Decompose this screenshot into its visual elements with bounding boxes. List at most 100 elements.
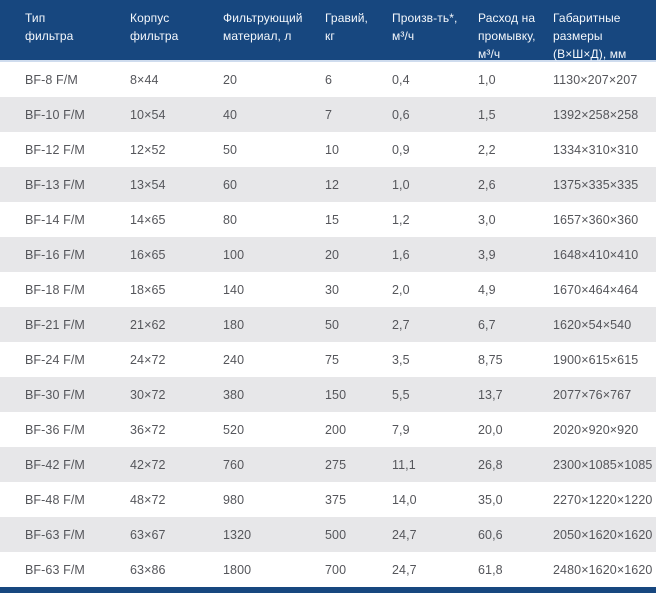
table-row: BF-30 F/M 30×72 380 150 5,5 13,7 2077×76×767	[0, 377, 656, 412]
table-cell-filter-type: BF-24 F/M	[25, 352, 85, 367]
table-cell-backwash-flow: 4,9	[478, 282, 496, 297]
table-cell-media-volume: 140	[223, 282, 245, 297]
table-cell-backwash-flow: 60,6	[478, 527, 503, 542]
table-cell-gravel: 375	[325, 492, 347, 507]
table-cell-dimensions: 2077×76×767	[553, 387, 632, 402]
table-cell-backwash-flow: 2,6	[478, 177, 496, 192]
table-cell-capacity: 24,7	[392, 562, 417, 577]
table-cell-backwash-flow: 20,0	[478, 422, 503, 437]
table-cell-capacity: 3,5	[392, 352, 410, 367]
table-cell-media-volume: 80	[223, 212, 238, 227]
table-cell-media-volume: 980	[223, 492, 245, 507]
table-row: BF-36 F/M 36×72 520 200 7,9 20,0 2020×920×920	[0, 412, 656, 447]
table-cell-body-size: 18×65	[130, 282, 166, 297]
table-cell-gravel: 30	[325, 282, 340, 297]
table-body: BF-8 F/M 8×44 20 6 0,4 1,0 1130×207×207 BF-10 F…	[0, 62, 656, 587]
table-row: BF-10 F/M 10×54 40 7 0,6 1,5 1392×258×258	[0, 97, 656, 132]
table-cell-dimensions: 2300×1085×1085	[553, 457, 653, 472]
table-cell-filter-type: BF-48 F/M	[25, 492, 85, 507]
table-cell-capacity: 1,2	[392, 212, 410, 227]
table-cell-body-size: 14×65	[130, 212, 166, 227]
table-cell-dimensions: 1648×410×410	[553, 247, 639, 262]
table-cell-filter-type: BF-36 F/M	[25, 422, 85, 437]
table-cell-media-volume: 20	[223, 72, 238, 87]
table-cell-filter-type: BF-63 F/M	[25, 562, 85, 577]
table-cell-capacity: 2,0	[392, 282, 410, 297]
column-header-dimensions: Габаритные размеры (В×Ш×Д), мм	[553, 11, 627, 61]
table-cell-dimensions: 1657×360×360	[553, 212, 639, 227]
column-header-capacity: Произв-ть*, м³/ч	[392, 11, 458, 43]
table-cell-capacity: 1,0	[392, 177, 410, 192]
table-cell-dimensions: 2270×1220×1220	[553, 492, 653, 507]
table-cell-backwash-flow: 3,9	[478, 247, 496, 262]
table-cell-filter-type: BF-12 F/M	[25, 142, 85, 157]
table-cell-gravel: 15	[325, 212, 340, 227]
table-cell-capacity: 14,0	[392, 492, 417, 507]
table-row: BF-63 F/M 63×86 1800 700 24,7 61,8 2480×1620×1…	[0, 552, 656, 587]
table-cell-capacity: 24,7	[392, 527, 417, 542]
table-cell-backwash-flow: 3,0	[478, 212, 496, 227]
table-cell-media-volume: 1800	[223, 562, 252, 577]
table-header-row: Тип фильтра Корпус фильтра Фильтрующий мат…	[0, 0, 656, 62]
table-row: BF-8 F/M 8×44 20 6 0,4 1,0 1130×207×207	[0, 62, 656, 97]
table-cell-capacity: 5,5	[392, 387, 410, 402]
table-cell-dimensions: 1375×335×335	[553, 177, 639, 192]
table-cell-filter-type: BF-21 F/M	[25, 317, 85, 332]
column-header-media-volume: Фильтрующий материал, л	[223, 11, 303, 43]
table-cell-body-size: 63×86	[130, 562, 166, 577]
table-row: BF-42 F/M 42×72 760 275 11,1 26,8 2300×1085×10…	[0, 447, 656, 482]
table-row: BF-63 F/M 63×67 1320 500 24,7 60,6 2050×1620×1…	[0, 517, 656, 552]
column-header-gravel: Гравий, кг	[325, 11, 368, 43]
table-cell-body-size: 30×72	[130, 387, 166, 402]
table-cell-capacity: 0,4	[392, 72, 410, 87]
table-row: BF-12 F/M 12×52 50 10 0,9 2,2 1334×310×310	[0, 132, 656, 167]
table-cell-media-volume: 380	[223, 387, 245, 402]
column-header-filter-type: Тип фильтра	[25, 11, 74, 43]
table-cell-backwash-flow: 6,7	[478, 317, 496, 332]
table-cell-gravel: 75	[325, 352, 340, 367]
table-cell-body-size: 21×62	[130, 317, 166, 332]
table-cell-gravel: 20	[325, 247, 340, 262]
table-cell-gravel: 7	[325, 107, 333, 122]
table-cell-media-volume: 240	[223, 352, 245, 367]
column-header-body-size: Корпус фильтра	[130, 11, 179, 43]
table-cell-capacity: 2,7	[392, 317, 410, 332]
table-cell-media-volume: 60	[223, 177, 238, 192]
table-row: BF-13 F/M 13×54 60 12 1,0 2,6 1375×335×335	[0, 167, 656, 202]
table-cell-capacity: 0,6	[392, 107, 410, 122]
table-cell-filter-type: BF-14 F/M	[25, 212, 85, 227]
table-row: BF-48 F/M 48×72 980 375 14,0 35,0 2270×1220×12…	[0, 482, 656, 517]
table-cell-gravel: 50	[325, 317, 340, 332]
table-cell-gravel: 6	[325, 72, 333, 87]
table-cell-filter-type: BF-10 F/M	[25, 107, 85, 122]
table-cell-media-volume: 760	[223, 457, 245, 472]
table-cell-dimensions: 2050×1620×1620	[553, 527, 653, 542]
table-row: BF-21 F/M 21×62 180 50 2,7 6,7 1620×54×540	[0, 307, 656, 342]
table-cell-filter-type: BF-13 F/M	[25, 177, 85, 192]
table-cell-dimensions: 1620×54×540	[553, 317, 632, 332]
table-cell-backwash-flow: 8,75	[478, 352, 503, 367]
table-row: BF-14 F/M 14×65 80 15 1,2 3,0 1657×360×360	[0, 202, 656, 237]
table-cell-filter-type: BF-30 F/M	[25, 387, 85, 402]
table-cell-capacity: 0,9	[392, 142, 410, 157]
table-cell-filter-type: BF-63 F/M	[25, 527, 85, 542]
table-cell-gravel: 500	[325, 527, 347, 542]
table-cell-media-volume: 40	[223, 107, 238, 122]
table-cell-body-size: 36×72	[130, 422, 166, 437]
table-cell-media-volume: 1320	[223, 527, 252, 542]
table-cell-backwash-flow: 1,5	[478, 107, 496, 122]
table-cell-gravel: 150	[325, 387, 347, 402]
table-cell-dimensions: 1130×207×207	[553, 72, 638, 87]
table-cell-body-size: 63×67	[130, 527, 166, 542]
table-cell-backwash-flow: 61,8	[478, 562, 503, 577]
table-cell-filter-type: BF-16 F/M	[25, 247, 85, 262]
table-cell-body-size: 12×52	[130, 142, 166, 157]
table-cell-capacity: 1,6	[392, 247, 410, 262]
table-cell-dimensions: 1670×464×464	[553, 282, 639, 297]
table-cell-gravel: 12	[325, 177, 340, 192]
table-cell-filter-type: BF-42 F/M	[25, 457, 85, 472]
table-cell-filter-type: BF-8 F/M	[25, 72, 78, 87]
table-cell-body-size: 10×54	[130, 107, 166, 122]
